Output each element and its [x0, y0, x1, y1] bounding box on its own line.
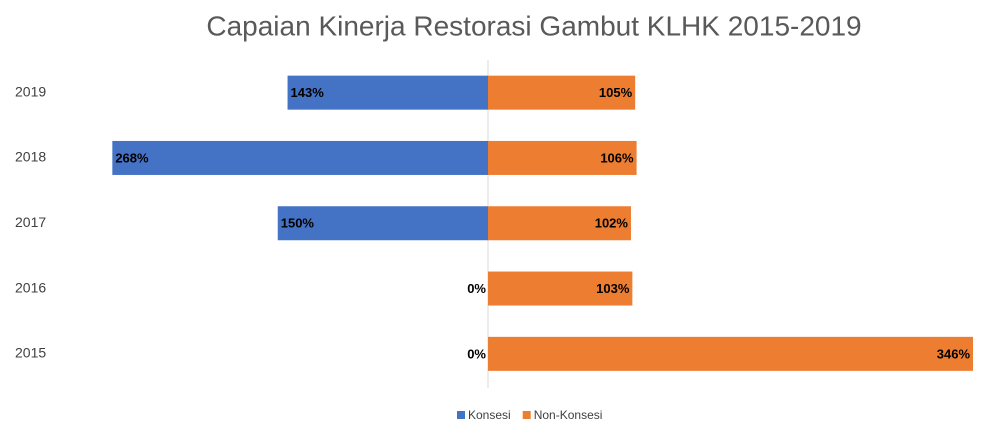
bar [488, 271, 633, 306]
y-tick-label: 2017 [15, 214, 46, 230]
legend-label: Konsesi [468, 408, 511, 422]
y-tick-label: 2015 [15, 345, 46, 361]
data-label: 268% [115, 150, 149, 165]
data-label: 346% [937, 346, 971, 361]
bar [488, 75, 636, 110]
y-tick-label: 2019 [15, 83, 46, 99]
data-label: 143% [291, 85, 325, 100]
data-label: 102% [595, 216, 629, 231]
bar [112, 140, 488, 175]
data-label: 0% [467, 346, 486, 361]
data-label: 103% [596, 281, 630, 296]
bar [488, 140, 637, 175]
legend-swatch [522, 411, 531, 419]
data-label: 150% [281, 216, 315, 231]
bar [277, 206, 488, 241]
bar [287, 75, 488, 110]
data-label: 0% [467, 281, 486, 296]
bar [488, 336, 973, 371]
y-tick-label: 2018 [15, 149, 46, 165]
bar [488, 206, 631, 241]
y-tick-label: 2016 [15, 279, 46, 295]
chart-title: Capaian Kinerja Restorasi Gambut KLHK 20… [206, 10, 861, 41]
legend-swatch [457, 411, 465, 419]
data-label: 106% [600, 150, 634, 165]
data-label: 105% [599, 85, 633, 100]
legend-label: Non-Konsesi [534, 408, 603, 422]
